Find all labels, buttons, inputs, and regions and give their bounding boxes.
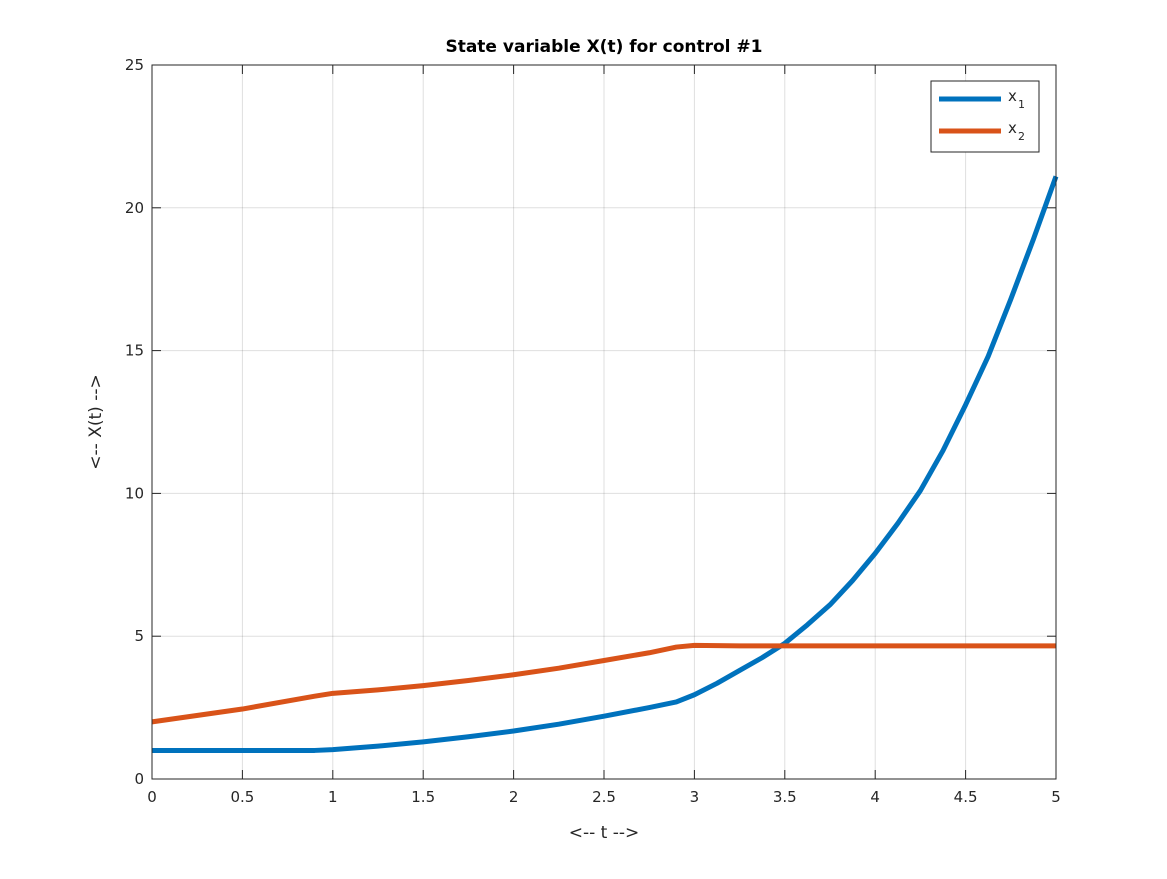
x-tick-label: 3	[690, 788, 700, 806]
y-tick-label: 0	[134, 770, 144, 788]
y-tick-label: 10	[125, 484, 144, 502]
x-tick-label: 4.5	[954, 788, 978, 806]
x-tick-label: 0	[147, 788, 157, 806]
legend-label: x	[1008, 119, 1017, 137]
legend-label: x	[1008, 87, 1017, 105]
series-lines	[151, 175, 1059, 753]
x-tick-label: 0.5	[230, 788, 254, 806]
legend-label-subscript: 2	[1018, 130, 1025, 143]
series-line-x1	[152, 175, 1059, 753]
x-tick-label: 2.5	[592, 788, 616, 806]
x-tick-label: 2	[509, 788, 519, 806]
y-tick-label: 5	[134, 627, 144, 645]
x-tick-label: 1	[328, 788, 338, 806]
legend-label-subscript: 1	[1018, 98, 1025, 111]
x-tick-label: 5	[1051, 788, 1061, 806]
y-axis-label: <-- X(t) -->	[86, 374, 106, 469]
series-line-x2	[151, 642, 1056, 725]
x-tick-label: 3.5	[773, 788, 797, 806]
legend-box	[930, 80, 1040, 153]
chart-title: State variable X(t) for control #1	[445, 37, 762, 57]
x-tick-label: 1.5	[411, 788, 435, 806]
x-tick-label: 4	[870, 788, 880, 806]
y-tick-label: 25	[125, 56, 144, 74]
y-tick-label: 20	[125, 199, 144, 217]
legend: x 1x 2	[930, 80, 1040, 153]
ticks: 0 0.5 1 1.5 2 2.5 3 3.5 4 4.5 5 0 5 10 15 20 25	[125, 56, 1061, 806]
y-tick-label: 15	[125, 342, 144, 360]
x-axis-label: <-- t -->	[569, 823, 640, 843]
